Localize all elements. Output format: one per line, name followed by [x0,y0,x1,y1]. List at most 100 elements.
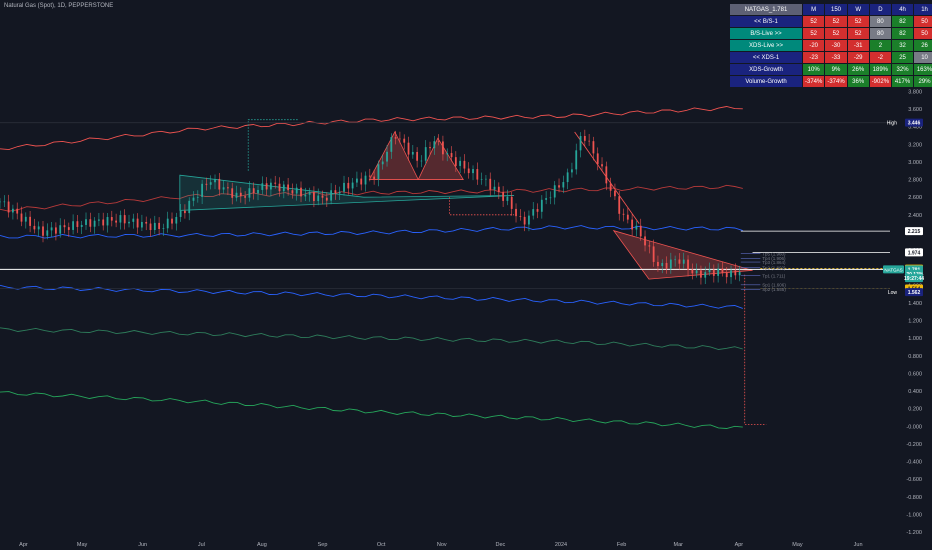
candle-body [725,272,728,278]
price-series [0,129,741,285]
y-tick-label: 1.000 [908,336,922,342]
candle-body [644,236,646,246]
candle-body [626,214,629,220]
table-cell: 9% [824,63,848,76]
candle-body [377,164,380,180]
table-timeframe-header: 150 [824,3,848,16]
candle-body [98,219,100,221]
table-row: XDS-Live >>-20-30-312322631 [729,39,932,52]
candle-body [102,219,105,226]
candle-body [583,135,586,141]
y-tick-label: 0.200 [908,407,922,413]
candle-body [265,183,268,190]
candle-body [437,141,440,142]
table-row-label: << XDS-1 [729,51,803,64]
y-tick-label: 0.800 [908,354,922,360]
candle-body [678,259,681,264]
table-cell: 189% [868,63,893,76]
y-tick-label: 3.200 [908,142,922,148]
table-cell: 50 [913,15,932,28]
candle-body [510,196,513,209]
y-tick-label: -0.000 [906,424,922,430]
x-tick-label: Feb [617,542,626,548]
tp-label: Tp5 (1.960) [762,251,786,256]
candle-body [528,215,530,225]
candle-body [106,217,109,226]
candle-body [115,220,118,223]
table-cell: 52 [801,15,826,28]
candle-body [282,184,285,192]
y-tick-label: 2.400 [908,213,922,219]
candle-body [687,259,689,270]
low-value-tag-bg [905,288,923,297]
candle-body [338,191,341,194]
band-lines [0,106,743,429]
x-tick-label: Oct [377,542,386,548]
candle-body [171,218,173,224]
y-tick-label: -0.200 [906,442,922,448]
candle-body [123,215,126,224]
x-tick-label: Nov [437,542,447,548]
candle-body [67,227,70,230]
table-cell: -20 [801,39,826,52]
candle-body [635,225,638,230]
candle-body [588,140,591,142]
table-row-label: XDS-Growth [729,63,803,76]
candle-body [446,153,449,155]
table-cell: 10 [913,51,932,64]
dotted-marker-red [449,197,515,216]
table-cell: 10% [801,63,826,76]
candle-body [63,225,66,228]
candle-body [347,182,350,189]
candle-body [394,137,397,139]
candle-body [386,151,388,162]
candle-body [235,192,238,198]
tp-label: Tp2 (1.802) [762,265,786,270]
band-upper-red [0,106,743,151]
chart-title: Natural Gas (Spot), 1D, PEPPERSTONE [4,3,114,9]
candle-body [704,272,707,278]
signal-table: NATGAS_1.781M150WD4h1h15m<< B/S-15252528… [729,3,932,88]
level-tag-bg [905,248,923,257]
candle-body [609,183,612,191]
candle-body [93,220,96,227]
candle-body [657,261,659,267]
candle-body [489,178,492,190]
time-axis[interactable]: Apr May Jun Jul Aug Sep Oct Nov Dec 2024 Feb Mar Apr… [19,542,862,548]
band-green-mid [0,327,743,350]
candle-body [351,182,354,189]
tp-label: Tp1 (1.711) [762,273,785,278]
candle-body [730,270,732,278]
table-cell: 52 [846,27,870,40]
candle-body [472,169,474,174]
candle-body [179,210,182,217]
candle-body [149,223,152,231]
x-tick-label: Apr [19,542,28,548]
table-cell: -374% [801,75,826,88]
y-tick-label: 3.600 [908,107,922,113]
candle-body [433,141,436,149]
table-row: Volume-Growth-374%-374%36%-902%417%29%21… [729,75,932,88]
candle-body [128,221,130,224]
candle-body [700,270,702,278]
x-tick-label: Jun [854,542,863,548]
candle-body [175,216,178,224]
candle-body [308,192,311,195]
table-cell: 52 [846,15,870,28]
table-cell: -33 [824,51,848,64]
candle-body [614,190,616,197]
table-row-label: Volume-Growth [729,75,803,88]
candle-body [119,215,122,223]
candle-body [558,185,560,188]
candle-body [214,178,216,183]
candle-body [364,175,367,185]
candle-body [257,189,259,194]
candle-body [261,183,264,190]
candle-body [222,187,225,190]
x-tick-label: Apr [735,542,744,548]
candle-body [411,151,414,155]
level-tag: 1.974 [908,250,921,256]
x-tick-label: Jun [138,542,147,548]
table-row-label: XDS-Live >> [729,39,803,52]
